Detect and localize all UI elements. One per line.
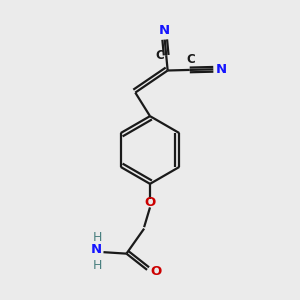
Text: O: O (150, 265, 161, 278)
Text: C: C (156, 49, 164, 62)
Text: H: H (93, 231, 102, 244)
Text: N: N (90, 243, 101, 256)
Text: C: C (186, 53, 195, 66)
Text: N: N (216, 63, 227, 76)
Text: H: H (93, 259, 102, 272)
Text: O: O (144, 196, 156, 208)
Text: N: N (159, 24, 170, 37)
